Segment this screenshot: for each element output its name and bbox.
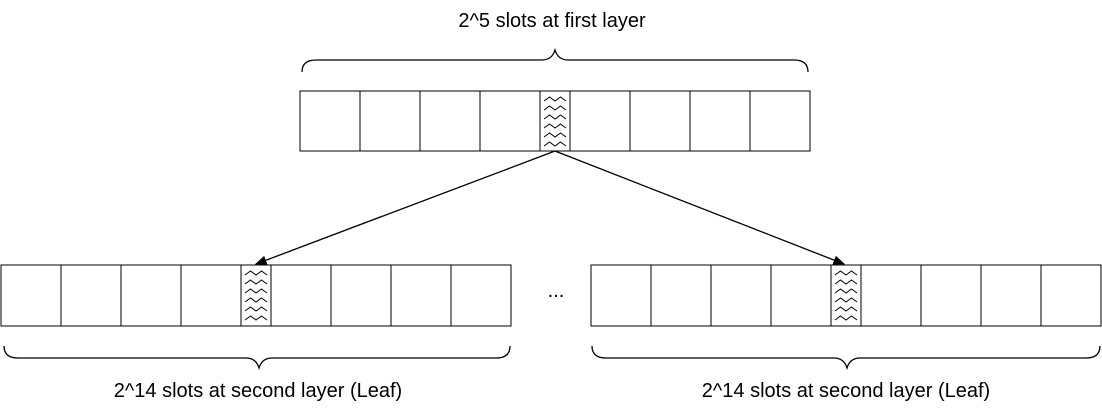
slot-hatch-line (244, 306, 268, 312)
slot-hatch-line (543, 96, 567, 102)
slot-hatch-line (834, 306, 858, 312)
slot-hatch-line (834, 270, 858, 276)
slot (270, 264, 332, 327)
slot-hatch-line (543, 114, 567, 120)
slot (920, 264, 982, 327)
slot-hatch-line (244, 315, 268, 321)
selected-slot (539, 90, 571, 152)
slot (650, 264, 712, 327)
slot (180, 264, 242, 327)
slot (980, 264, 1042, 327)
slot (450, 264, 512, 327)
slot-hatch-line (543, 105, 567, 111)
slot (629, 90, 691, 152)
slot (479, 90, 541, 152)
left-leaf-slot-row (0, 264, 512, 327)
slot (60, 264, 122, 327)
right-leaf-brace (591, 345, 1101, 371)
slot (1040, 264, 1102, 327)
slot (359, 90, 421, 152)
slot (590, 264, 652, 327)
top-layer-brace (301, 47, 809, 73)
slot (770, 264, 832, 327)
slot-hatch-line (834, 288, 858, 294)
left-leaf-caption: 2^14 slots at second layer (Leaf) (114, 380, 402, 402)
slot (710, 264, 772, 327)
slot-hatch-line (543, 123, 567, 129)
slot (419, 90, 481, 152)
top-layer-caption: 2^5 slots at first layer (458, 10, 646, 32)
slot (0, 264, 62, 327)
slot (569, 90, 631, 152)
slot-hatch-line (834, 279, 858, 285)
slot (120, 264, 182, 327)
slot-hatch-line (543, 141, 567, 147)
slot (860, 264, 922, 327)
slot (330, 264, 392, 327)
left-leaf-brace (3, 345, 511, 371)
slot (390, 264, 452, 327)
slot-hatch-line (834, 315, 858, 321)
arrow-to-left-leaf (254, 150, 556, 265)
slot-hatch-line (834, 297, 858, 303)
slot-hatch-line (244, 270, 268, 276)
right-leaf-slot-row (590, 264, 1102, 327)
slot (299, 90, 361, 152)
slot (749, 90, 811, 152)
slot-hatch-line (244, 288, 268, 294)
slot (689, 90, 751, 152)
right-leaf-caption: 2^14 slots at second layer (Leaf) (702, 380, 990, 402)
arrow-to-right-leaf (554, 150, 846, 265)
slot-hatch-line (244, 297, 268, 303)
slot-hatch-line (543, 132, 567, 138)
top-layer-slot-row (299, 90, 811, 152)
slot-hatch-line (244, 279, 268, 285)
ellipsis: ... (548, 280, 565, 302)
